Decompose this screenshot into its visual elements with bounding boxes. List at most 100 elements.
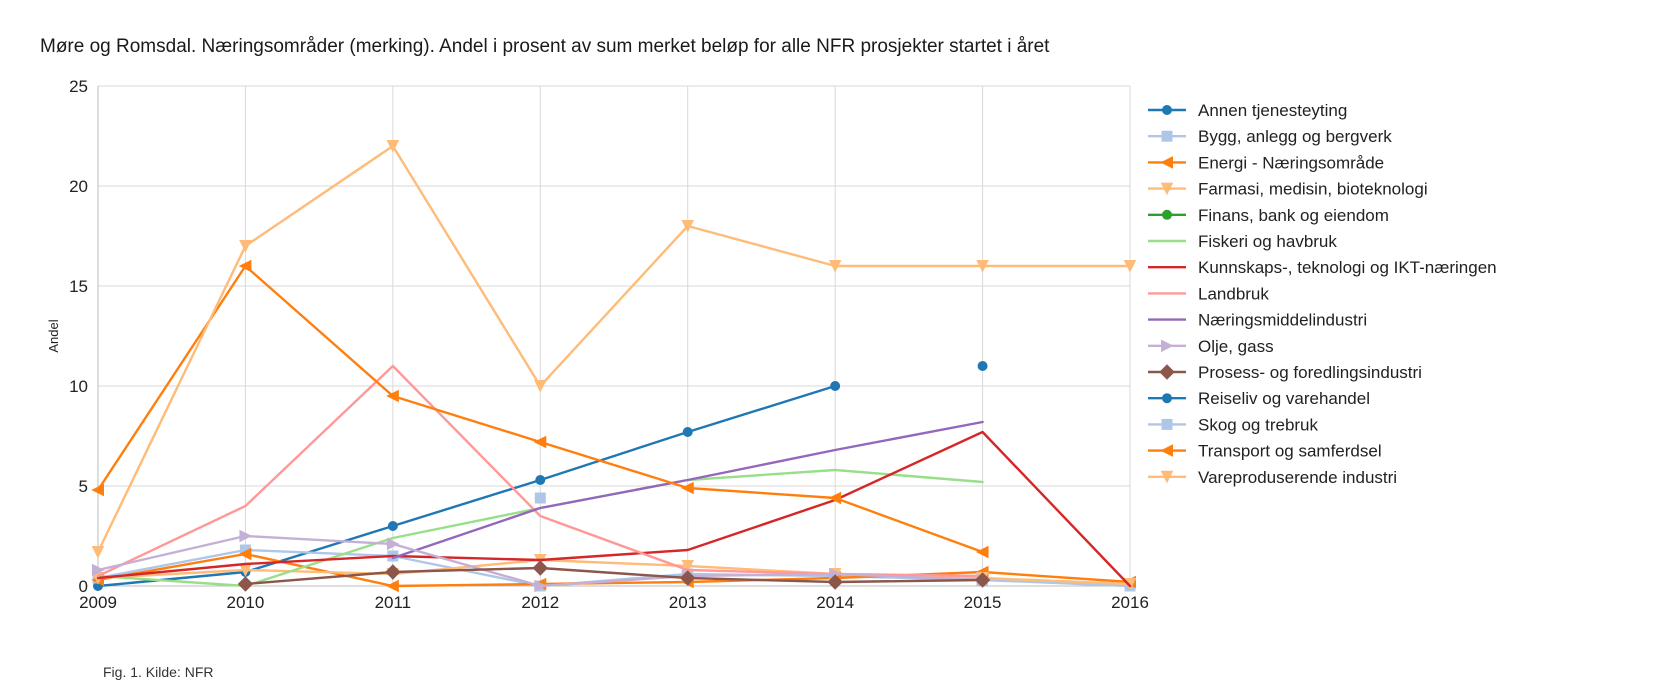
data-point: [239, 240, 252, 253]
series-line: [391, 420, 984, 560]
y-tick-label: 0: [79, 577, 88, 596]
x-tick-label: 2013: [669, 593, 707, 612]
data-point: [92, 563, 105, 577]
data-point: [681, 481, 694, 495]
legend-item[interactable]: Næringsmiddelindustri: [1148, 311, 1367, 330]
legend-marker: [1162, 209, 1172, 220]
legend-marker: [1160, 470, 1174, 484]
legend-item[interactable]: Farmasi, medisin, bioteknologi: [1148, 180, 1428, 199]
legend-item[interactable]: Reiseliv og varehandel: [1148, 389, 1370, 408]
y-tick-label: 20: [69, 177, 88, 196]
series-14: [91, 140, 1137, 559]
x-tick-label: 2014: [816, 593, 854, 612]
data-point: [239, 529, 253, 543]
data-point: [387, 521, 398, 531]
x-tick-label: 2009: [79, 593, 117, 612]
legend-label: Vareproduserende industri: [1198, 468, 1397, 487]
data-point: [533, 380, 547, 393]
y-axis-label: Andel: [46, 319, 61, 352]
series-line: [96, 558, 1132, 586]
x-tick-label: 2016: [1111, 593, 1149, 612]
legend-label: Olje, gass: [1198, 337, 1274, 356]
axes: [97, 86, 1130, 587]
legend-item[interactable]: Energi - Næringsområde: [1148, 153, 1384, 172]
data-point: [977, 361, 988, 371]
data-point: [974, 572, 991, 588]
legend-label: Finans, bank og eiendom: [1198, 206, 1389, 225]
data-point: [386, 537, 400, 551]
series-13: [91, 259, 989, 559]
data-point: [828, 491, 842, 505]
data-point: [238, 547, 252, 561]
data-point: [386, 389, 399, 403]
x-tick-label: 2011: [375, 593, 412, 612]
y-tick-label: 25: [69, 77, 88, 96]
legend-label: Skog og trebruk: [1198, 415, 1319, 434]
legend-label: Reiseliv og varehandel: [1198, 389, 1370, 408]
legend-marker: [1159, 364, 1175, 380]
legend-label: Næringsmiddelindustri: [1198, 311, 1367, 330]
x-tick-label: 2015: [964, 593, 1002, 612]
data-point: [532, 560, 548, 576]
data-point: [828, 260, 842, 273]
legend-item[interactable]: Skog og trebruk: [1148, 415, 1319, 434]
legend-marker: [1161, 418, 1173, 430]
data-point: [681, 560, 695, 573]
series-line: [96, 384, 837, 588]
legend-item[interactable]: Vareproduserende industri: [1148, 468, 1397, 487]
series-line: [96, 144, 1132, 554]
chart-title: Møre og Romsdal. Næringsområder (merking…: [40, 36, 1050, 57]
figure-caption: Fig. 1. Kilde: NFR: [103, 664, 214, 680]
legend-item[interactable]: Annen tjenesteyting: [1148, 101, 1347, 120]
series-11: [977, 361, 988, 371]
data-point: [385, 564, 401, 580]
grid-lines: [97, 85, 1131, 587]
series-line: [244, 566, 984, 586]
legend-marker: [1161, 130, 1173, 142]
data-point: [91, 483, 104, 497]
data-point: [830, 381, 841, 391]
tick-labels: 0 5 10 15 20 25 2009 2010 2011 2012 2013 2014 2015 20…: [69, 77, 1149, 612]
series-line: [96, 552, 1132, 588]
legend-label: Landbruk: [1198, 284, 1269, 303]
y-tick-label: 5: [79, 477, 88, 496]
legend-label: Kunnskaps-, teknologi og IKT-næringen: [1198, 258, 1497, 277]
series-6: [96, 430, 1132, 588]
data-point: [238, 259, 252, 273]
legend-item[interactable]: Olje, gass: [1148, 337, 1274, 356]
legend-item[interactable]: Fiskeri og havbruk: [1148, 232, 1337, 251]
x-tick-label: 2012: [521, 593, 559, 612]
legend-item[interactable]: Transport og samferdsel: [1148, 442, 1382, 461]
legend-label: Fiskeri og havbruk: [1198, 232, 1337, 251]
legend-item[interactable]: Landbruk: [1148, 284, 1269, 303]
data-point: [91, 546, 105, 559]
series-8: [391, 420, 984, 560]
legend-marker: [1162, 393, 1172, 404]
series-10: [237, 560, 991, 592]
legend-marker: [1160, 182, 1174, 196]
legend-marker: [1160, 156, 1173, 169]
data-point: [682, 427, 693, 437]
data-point: [534, 492, 546, 504]
data-point: [976, 260, 989, 273]
x-tick-label: 2010: [227, 593, 265, 612]
data-point: [386, 140, 400, 153]
series-line: [96, 430, 1132, 588]
data-point: [237, 576, 254, 592]
legend-marker: [1162, 105, 1172, 115]
data-point: [1123, 260, 1137, 273]
data-point: [827, 574, 843, 590]
legend[interactable]: Annen tjenesteyting Bygg, anlegg og bergv…: [1148, 101, 1497, 487]
data-point: [534, 579, 547, 593]
legend-label: Farmasi, medisin, bioteknologi: [1198, 180, 1428, 199]
data-point: [975, 545, 989, 559]
legend-label: Transport og samferdsel: [1198, 442, 1382, 461]
legend-item[interactable]: Finans, bank og eiendom: [1148, 206, 1389, 225]
legend-label: Bygg, anlegg og bergverk: [1198, 127, 1392, 146]
legend-item[interactable]: Kunnskaps-, teknologi og IKT-næringen: [1148, 258, 1497, 277]
legend-item[interactable]: Bygg, anlegg og bergverk: [1148, 127, 1392, 146]
legend-item[interactable]: Prosess- og foredlingsindustri: [1148, 363, 1422, 382]
series-lines: [91, 140, 1137, 593]
series-12: [534, 492, 546, 504]
